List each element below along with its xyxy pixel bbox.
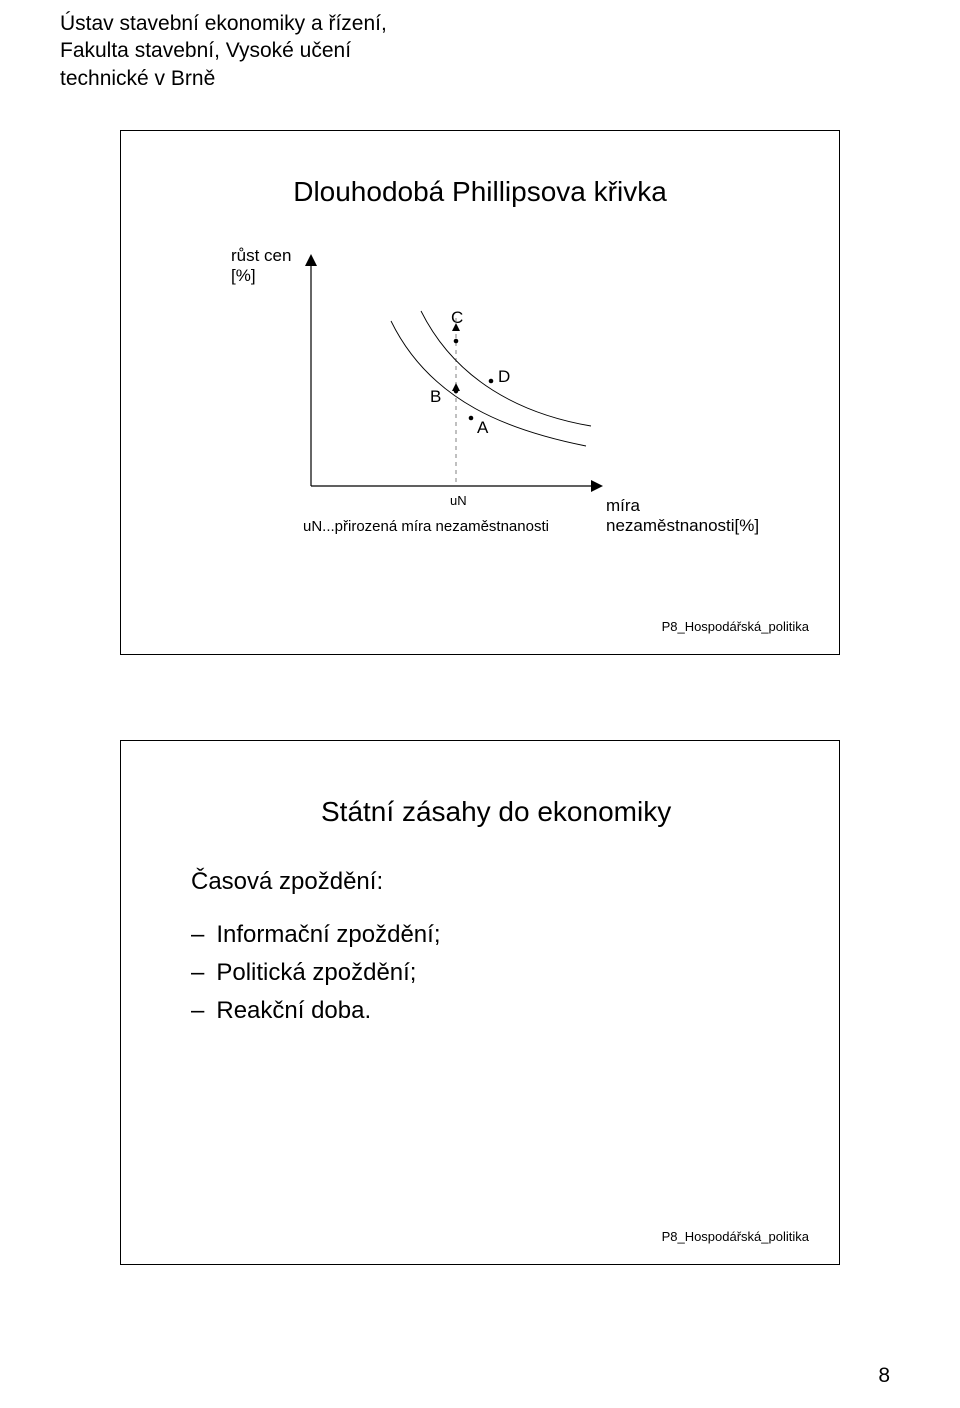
phillips-chart: růst cen [%] míra nezaměstnanosti[%] uN … bbox=[251, 246, 726, 556]
slide2-footer: P8_Hospodářská_politika bbox=[662, 1229, 809, 1244]
slide-1: Dlouhodobá Phillipsova křivka růst cen [… bbox=[120, 130, 840, 655]
bullet-3: Reakční doba. bbox=[191, 997, 839, 1025]
slide1-title: Dlouhodobá Phillipsova křivka bbox=[121, 176, 839, 208]
bullet-list: Informační zpoždění; Politická zpoždění;… bbox=[191, 921, 839, 1025]
slide-2: Státní zásahy do ekonomiky Časová zpoždě… bbox=[120, 740, 840, 1265]
slide2-title: Státní zásahy do ekonomiky bbox=[321, 796, 839, 828]
page-header: Ústav stavební ekonomiky a řízení, Fakul… bbox=[60, 10, 387, 92]
slide1-footer: P8_Hospodářská_politika bbox=[662, 619, 809, 634]
slide2-subtitle: Časová zpoždění: bbox=[191, 868, 839, 896]
bullet-2: Politická zpoždění; bbox=[191, 959, 839, 987]
page-number: 8 bbox=[878, 1364, 890, 1388]
bullet-1: Informační zpoždění; bbox=[191, 921, 839, 949]
header-line3: technické v Brně bbox=[60, 65, 387, 92]
chart-svg bbox=[251, 246, 726, 556]
header-line2: Fakulta stavební, Vysoké učení bbox=[60, 37, 387, 64]
header-line1: Ústav stavební ekonomiky a řízení, bbox=[60, 10, 387, 37]
